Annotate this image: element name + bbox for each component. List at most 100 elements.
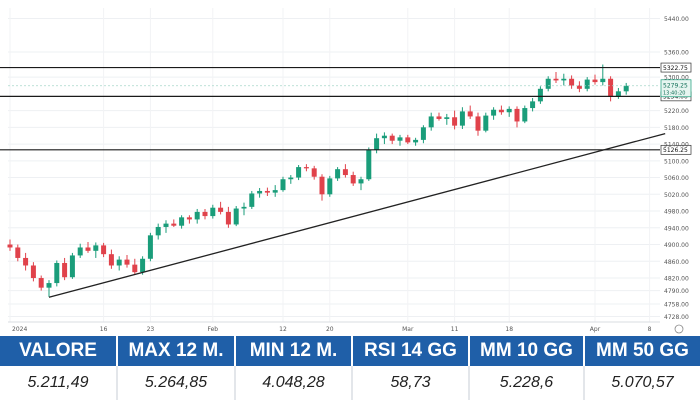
y-tick-label: 4900.00 xyxy=(664,242,689,249)
candle xyxy=(514,106,520,128)
candle xyxy=(459,107,465,129)
candle xyxy=(561,73,567,86)
last-price-label: 5279.25 xyxy=(663,82,688,89)
candle-body xyxy=(202,211,208,217)
y-tick-label: 5060.00 xyxy=(664,175,689,182)
candle-body xyxy=(132,264,138,273)
x-tick-label: Mar xyxy=(402,326,414,333)
candle xyxy=(124,255,130,268)
candle-body xyxy=(147,235,153,259)
candle-body xyxy=(350,175,356,184)
candle xyxy=(132,258,138,275)
candle-body xyxy=(506,108,512,113)
candle xyxy=(420,125,426,144)
candle xyxy=(30,262,36,282)
candle-body xyxy=(389,135,395,141)
level-tag xyxy=(660,144,692,155)
stat-header-rsi: RSI 14 GG xyxy=(353,336,470,366)
candle-body xyxy=(62,262,68,278)
candle-body xyxy=(249,193,255,207)
candle-body xyxy=(467,111,473,117)
candle-body xyxy=(257,190,263,194)
candle-body xyxy=(155,226,161,236)
candle xyxy=(264,187,270,196)
candle xyxy=(38,275,44,291)
x-tick-label: 23 xyxy=(147,326,155,333)
candle-body xyxy=(46,283,52,288)
candle xyxy=(452,110,458,130)
stats-header-row: VALORE MAX 12 M. MIN 12 M. RSI 14 GG MM … xyxy=(0,336,700,366)
candle xyxy=(179,215,185,229)
stat-value-rsi: 58,73 xyxy=(353,366,470,400)
x-tick-label: 2024 xyxy=(12,326,27,333)
candle xyxy=(202,208,208,220)
candle-body xyxy=(218,207,224,212)
candle-body xyxy=(280,179,286,191)
y-tick-label: 4860.00 xyxy=(664,259,689,266)
y-tick-label: 5220.00 xyxy=(664,108,689,115)
candle-body xyxy=(342,169,348,176)
candle-body xyxy=(77,247,83,256)
candle xyxy=(77,243,83,258)
candle xyxy=(342,164,348,178)
candle-body xyxy=(303,167,309,169)
y-tick-label: 4980.00 xyxy=(664,209,689,216)
candle-body xyxy=(498,109,504,113)
stat-value-mm50: 5.070,57 xyxy=(585,366,700,400)
candle xyxy=(522,105,528,124)
stat-header-valore: VALORE xyxy=(0,336,118,366)
candle-body xyxy=(584,79,590,89)
candle xyxy=(257,188,263,198)
candle-body xyxy=(210,207,216,217)
candle-body xyxy=(444,117,450,119)
stat-header-max: MAX 12 M. xyxy=(118,336,236,366)
candle-body xyxy=(319,176,325,195)
candle xyxy=(303,164,309,172)
candle xyxy=(194,208,200,224)
candle xyxy=(545,76,551,92)
candle-body xyxy=(15,247,21,258)
chart-settings-icon[interactable] xyxy=(674,324,684,334)
candle-body xyxy=(428,116,434,128)
candle xyxy=(186,215,192,224)
stat-header-mm10: MM 10 GG xyxy=(470,336,585,366)
candle-body xyxy=(600,78,606,83)
x-grid xyxy=(8,8,660,323)
candle xyxy=(7,239,13,251)
candle-body xyxy=(194,211,200,220)
candle-body xyxy=(530,101,536,109)
candle-body xyxy=(608,78,614,97)
x-tick-label: 8 xyxy=(648,326,652,333)
candle-body xyxy=(108,254,114,266)
candle xyxy=(553,72,559,83)
candle-body xyxy=(592,79,598,83)
candle-body xyxy=(311,168,317,177)
candle-body xyxy=(241,206,247,209)
candles xyxy=(7,64,629,297)
candle xyxy=(311,165,317,180)
candle-body xyxy=(101,245,107,255)
candle-body xyxy=(436,116,442,119)
candle-body xyxy=(553,78,559,81)
trendline xyxy=(48,132,666,298)
candle-body xyxy=(358,179,364,184)
candle xyxy=(592,74,598,85)
y-tick-label: 5440.00 xyxy=(664,16,689,23)
candle xyxy=(23,252,29,271)
candle-body xyxy=(171,223,177,226)
grid xyxy=(8,17,660,318)
candle-body xyxy=(85,247,91,251)
candle-body xyxy=(140,258,146,273)
candle xyxy=(389,133,395,145)
candle xyxy=(163,220,169,233)
x-tick-label: 12 xyxy=(279,326,287,333)
candle xyxy=(413,137,419,146)
settings-corner[interactable] xyxy=(674,324,684,334)
candle xyxy=(46,280,52,297)
stat-value-min: 4.048,28 xyxy=(236,366,353,400)
candle xyxy=(280,176,286,192)
candle-body xyxy=(38,278,44,288)
candle-body xyxy=(264,190,270,193)
candle-body xyxy=(23,257,29,266)
